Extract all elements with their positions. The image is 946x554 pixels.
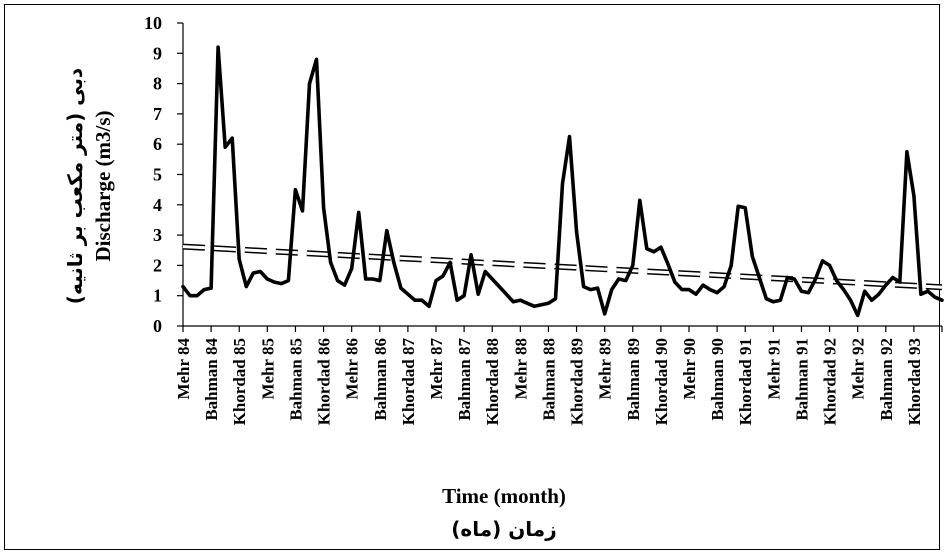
y-axis-title: Discharge (m3/s) bbox=[91, 110, 115, 261]
x-tick-label: Bahman 88 bbox=[539, 338, 558, 421]
y-tick-label: 1 bbox=[153, 286, 162, 306]
y-tick-label: 8 bbox=[153, 74, 162, 94]
x-tick-label: Mehr 91 bbox=[764, 338, 783, 400]
x-tick-label: Khordad 87 bbox=[399, 338, 418, 426]
y-tick-label: 4 bbox=[153, 195, 162, 215]
discharge-series bbox=[181, 45, 944, 318]
x-tick-label: Bahman 91 bbox=[792, 338, 811, 421]
x-tick-label: Mehr 84 bbox=[174, 338, 193, 400]
x-tick-label: Mehr 85 bbox=[258, 338, 277, 400]
x-tick-label: Bahman 84 bbox=[202, 338, 221, 421]
x-tick-label: Khordad 90 bbox=[652, 338, 671, 425]
trend-line bbox=[182, 243, 943, 291]
x-tick-label: Bahman 85 bbox=[286, 338, 305, 421]
y-tick-label: 9 bbox=[153, 43, 162, 63]
tick-labels: 0 1 2 3 4 5 6 7 8 9 10 Mehr 84 Bahman 84 Khordad 85 Me… bbox=[144, 13, 924, 425]
y-tick-label: 6 bbox=[153, 134, 162, 154]
y-tick-label: 2 bbox=[153, 255, 162, 275]
x-tick-label: Khordad 93 bbox=[905, 338, 924, 425]
x-tick-label: Khordad 91 bbox=[736, 338, 755, 425]
y-tick-label: 5 bbox=[153, 165, 162, 185]
x-tick-label: Mehr 89 bbox=[596, 338, 615, 400]
x-tick-label: Mehr 88 bbox=[511, 338, 530, 400]
y-axis-title-persian: دبی (متر مکعب بر ثانیه) bbox=[63, 68, 87, 304]
chart-frame bbox=[4, 4, 940, 550]
x-tick-label: Bahman 89 bbox=[624, 338, 643, 421]
y-tick-label: 3 bbox=[153, 225, 162, 245]
x-tick-label: Khordad 88 bbox=[483, 338, 502, 425]
discharge-line bbox=[181, 45, 944, 318]
x-axis-title: Time (month) bbox=[442, 484, 566, 508]
x-tick-label: Mehr 90 bbox=[680, 338, 699, 400]
x-tick-label: Bahman 90 bbox=[708, 338, 727, 421]
trend-dash-fill bbox=[182, 245, 943, 289]
x-tick-label: Khordad 86 bbox=[315, 338, 334, 425]
x-axis-title-persian: زمان (ماه) bbox=[451, 517, 556, 541]
x-tick-label: Mehr 87 bbox=[427, 338, 446, 400]
y-tick-label: 10 bbox=[144, 13, 162, 33]
ticks bbox=[177, 22, 943, 332]
x-tick-label: Khordad 92 bbox=[821, 338, 840, 425]
x-tick-label: Khordad 85 bbox=[230, 338, 249, 425]
x-tick-label: Bahman 86 bbox=[371, 338, 390, 421]
x-tick-label: Bahman 87 bbox=[455, 338, 474, 421]
x-tick-label: Mehr 92 bbox=[849, 338, 868, 400]
y-tick-label: 7 bbox=[153, 104, 162, 124]
x-tick-label: Mehr 86 bbox=[343, 338, 362, 400]
x-tick-label: Bahman 92 bbox=[877, 338, 896, 421]
y-tick-label: 0 bbox=[153, 316, 162, 336]
x-tick-label: Khordad 89 bbox=[568, 338, 587, 425]
